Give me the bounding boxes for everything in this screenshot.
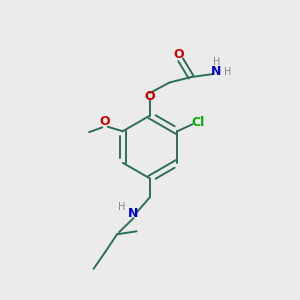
- Text: H: H: [213, 56, 220, 67]
- Text: H: H: [224, 67, 231, 77]
- Text: O: O: [173, 48, 184, 61]
- Text: O: O: [99, 115, 110, 128]
- Text: N: N: [128, 207, 139, 220]
- Text: Cl: Cl: [191, 116, 205, 129]
- Text: H: H: [118, 202, 126, 212]
- Text: O: O: [145, 90, 155, 104]
- Text: N: N: [211, 65, 221, 78]
